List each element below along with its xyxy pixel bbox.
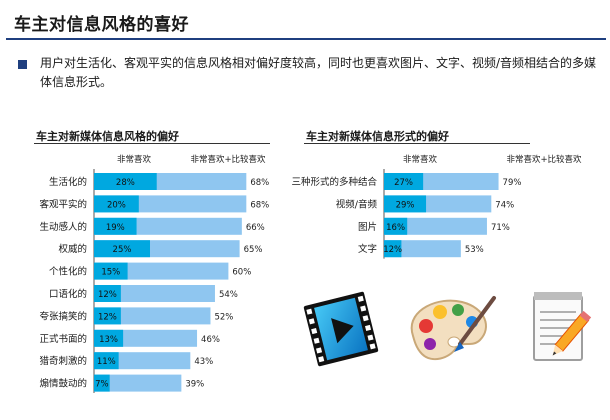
bar-very-like (94, 285, 121, 302)
data-label-very-like: 20% (107, 200, 126, 210)
legend-series-1: 非常喜欢 (403, 154, 438, 165)
chart-title-style: 车主对新媒体信息风格的偏好 (36, 130, 179, 143)
data-label-very-like: 7% (95, 380, 109, 390)
chart-title-form-underline (304, 143, 530, 144)
data-label-very-like: 29% (396, 200, 415, 210)
bar-very-like (94, 217, 137, 235)
category-label: 正式书面的 (39, 333, 87, 345)
bar-very-like (94, 262, 128, 280)
title-divider (6, 38, 606, 40)
category-label: 生活化的 (49, 176, 87, 188)
bar-very-or-somewhat-like (384, 240, 461, 258)
data-label-very-or-somewhat-like: 71% (491, 223, 510, 233)
bullet-square-icon (18, 60, 27, 69)
category-label: 煽情鼓动的 (39, 378, 87, 390)
category-label: 视频/音频 (336, 198, 378, 210)
data-label-very-or-somewhat-like: 53% (465, 245, 484, 255)
bar-very-like (94, 307, 121, 325)
data-label-very-or-somewhat-like: 46% (201, 335, 220, 345)
legend-series-1: 非常喜欢 (117, 154, 152, 165)
data-label-very-or-somewhat-like: 79% (503, 178, 522, 188)
data-label-very-or-somewhat-like: 66% (246, 223, 265, 233)
data-label-very-like: 11% (97, 357, 116, 367)
bar-very-or-somewhat-like (94, 307, 211, 325)
category-label: 客观平实的 (39, 198, 87, 210)
intro-text: 用户对生活化、客观平实的信息风格相对偏好度较高，同时也更喜欢图片、文字、视频/音… (40, 56, 597, 89)
bar-very-like (384, 195, 427, 213)
category-label: 权威的 (58, 243, 87, 255)
data-label-very-or-somewhat-like: 52% (214, 312, 233, 322)
data-label-very-or-somewhat-like: 39% (185, 380, 204, 390)
bar-very-like (94, 173, 157, 190)
data-label-very-or-somewhat-like: 43% (194, 357, 213, 367)
chart-title-style-underline (34, 143, 270, 144)
film-strip-icon (303, 291, 379, 367)
category-label: 夸张搞笑的 (39, 310, 87, 322)
paint-palette-icon (410, 296, 496, 361)
chart-title-form: 车主对新媒体信息形式的偏好 (306, 130, 449, 143)
bar-very-like (94, 240, 150, 258)
category-label: 三种形式的多种结合 (291, 176, 377, 188)
category-label: 个性化的 (49, 266, 87, 278)
bar-very-like (94, 329, 124, 347)
data-label-very-or-somewhat-like: 68% (250, 178, 269, 188)
category-label: 口语化的 (49, 288, 87, 300)
legend-series-2: 非常喜欢+比较喜欢 (190, 154, 266, 165)
page-title: 车主对信息风格的喜好 (14, 15, 189, 35)
data-label-very-or-somewhat-like: 68% (250, 200, 269, 210)
bar-very-or-somewhat-like (384, 217, 487, 235)
data-label-very-like: 16% (386, 223, 405, 233)
category-label: 文字 (358, 243, 377, 255)
data-label-very-like: 28% (116, 178, 135, 188)
data-label-very-or-somewhat-like: 74% (495, 200, 514, 210)
data-label-very-like: 25% (113, 245, 132, 255)
category-label: 生动感人的 (39, 221, 87, 233)
data-label-very-like: 19% (106, 223, 125, 233)
bar-very-or-somewhat-like (94, 285, 215, 302)
notepad-pencil-icon (533, 292, 592, 361)
data-label-very-or-somewhat-like: 54% (219, 290, 238, 300)
bar-very-or-somewhat-like (94, 374, 182, 392)
legend-series-2: 非常喜欢+比较喜欢 (506, 154, 582, 165)
data-label-very-or-somewhat-like: 60% (232, 268, 251, 278)
data-label-very-or-somewhat-like: 65% (244, 245, 263, 255)
data-label-very-like: 27% (394, 178, 413, 188)
data-label-very-like: 12% (98, 290, 117, 300)
bar-very-like (384, 240, 402, 258)
bar-very-like (94, 352, 119, 370)
data-label-very-like: 13% (99, 335, 118, 345)
bar-very-like (94, 374, 110, 392)
bar-very-like (384, 173, 424, 190)
bar-very-like (94, 195, 139, 213)
data-label-very-like: 12% (98, 312, 117, 322)
data-label-very-like: 15% (101, 268, 120, 278)
category-label: 图片 (358, 221, 377, 233)
category-label: 猎奇刺激的 (39, 355, 87, 367)
data-label-very-like: 12% (383, 245, 402, 255)
bar-very-like (384, 217, 408, 235)
